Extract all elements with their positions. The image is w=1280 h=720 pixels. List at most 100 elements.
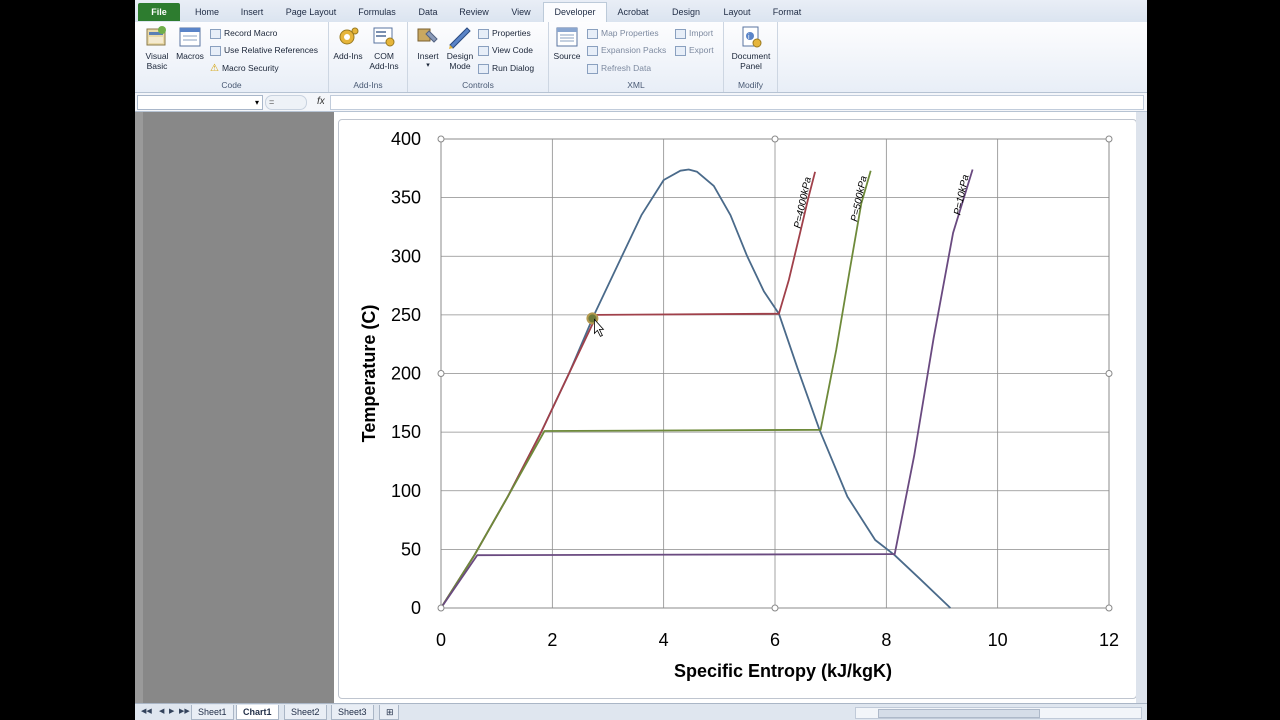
refresh-data-button[interactable]: Refresh Data [587, 61, 651, 75]
sheet-tab-sheet1[interactable]: Sheet1 [191, 705, 234, 720]
add-ins-button[interactable]: Add-Ins [331, 25, 365, 61]
tab-acrobat[interactable]: Acrobat [617, 7, 649, 17]
design-mode-label-2: Mode [449, 61, 471, 71]
sheet-tab-sheet3[interactable]: Sheet3 [331, 705, 374, 720]
group-xml-label: XML [627, 80, 645, 90]
horizontal-scroll-thumb[interactable] [878, 709, 1040, 718]
add-ins-icon [335, 25, 361, 49]
x-axis-label: Specific Entropy (kJ/kgK) [674, 661, 892, 681]
expansion-packs-icon [587, 45, 598, 56]
mouse-cursor-icon [594, 318, 605, 337]
horizontal-scrollbar[interactable] [855, 707, 1142, 719]
export-label: Export [689, 45, 714, 55]
y-tick-label: 150 [391, 422, 421, 442]
import-button[interactable]: Import [675, 26, 713, 40]
y-tick-label: 300 [391, 246, 421, 266]
macro-security-label: Macro Security [221, 63, 279, 73]
import-label: Import [689, 28, 714, 38]
add-ins-label: Add-Ins [333, 51, 363, 61]
group-code: Visual Basic Macros Record Macro Use Rel… [135, 22, 329, 92]
tab-insert[interactable]: Insert [240, 7, 264, 17]
chart-area[interactable]: 0 2 4 6 8 10 12 0 50 100 150 200 250 300 350 400 Specifi… [338, 119, 1137, 699]
prev-sheet-icon[interactable]: ◀ [159, 708, 165, 715]
svg-text:i: i [748, 34, 750, 41]
use-relative-references-button[interactable]: Use Relative References [210, 43, 318, 57]
x-tick-label: 2 [547, 630, 557, 650]
group-add-ins: Add-Ins COM Add-Ins Add-Ins [329, 22, 408, 92]
visual-basic-label-1: Visual [145, 51, 169, 61]
macro-security-button[interactable]: ⚠ Macro Security [210, 61, 279, 75]
group-xml: Source Map Properties Expansion Packs Re… [549, 22, 724, 92]
last-sheet-icon[interactable]: ▶▶ [179, 708, 190, 715]
tab-developer[interactable]: Developer [543, 2, 607, 22]
design-mode-icon [447, 25, 473, 49]
tab-layout[interactable]: Layout [723, 7, 751, 17]
name-box[interactable]: ▾ [137, 95, 263, 110]
design-mode-button[interactable]: Design Mode [443, 25, 477, 71]
map-properties-button[interactable]: Map Properties [587, 26, 659, 40]
group-modify-label: Modify [737, 80, 764, 90]
name-box-dropdown-icon[interactable]: ▾ [254, 98, 259, 107]
tab-data[interactable]: Data [418, 7, 438, 17]
right-background [1147, 0, 1280, 720]
selection-handle [437, 604, 445, 612]
document-panel-icon: i [738, 25, 764, 49]
formula-controls: = fx [265, 95, 327, 110]
properties-button[interactable]: Properties [478, 26, 531, 40]
com-add-ins-label-2: Add-Ins [369, 61, 399, 71]
view-code-icon [478, 45, 489, 56]
com-add-ins-button[interactable]: COM Add-Ins [367, 25, 401, 71]
selection-handle [771, 135, 779, 143]
tab-format[interactable]: Format [772, 7, 802, 17]
first-sheet-icon[interactable]: ◀◀ [141, 708, 152, 715]
vertical-scrollbar[interactable] [1136, 112, 1147, 703]
tab-view[interactable]: View [511, 7, 531, 17]
group-code-label: Code [221, 80, 242, 90]
tab-design[interactable]: Design [671, 7, 700, 17]
formula-input[interactable] [330, 95, 1144, 110]
tab-home[interactable]: Home [194, 7, 219, 17]
export-button[interactable]: Export [675, 43, 714, 57]
insert-sheet-button[interactable]: ⊞ [379, 705, 399, 720]
x-tick-label: 12 [1099, 630, 1119, 650]
group-add-ins-label: Add-Ins [353, 80, 383, 90]
visual-basic-button[interactable]: Visual Basic [140, 25, 174, 71]
insert-sheet-icon: ⊞ [386, 707, 394, 717]
macros-button[interactable]: Macros [173, 25, 207, 61]
tab-review[interactable]: Review [459, 7, 489, 17]
visual-basic-label-2: Basic [146, 61, 168, 71]
excel-window: File Home Insert Page Layout Formulas Da… [135, 0, 1147, 720]
view-code-button[interactable]: View Code [478, 43, 533, 57]
document-panel-button[interactable]: i Document Panel [728, 25, 774, 71]
y-tick-label: 100 [391, 481, 421, 501]
left-background [0, 0, 135, 720]
properties-icon [478, 28, 489, 39]
record-macro-button[interactable]: Record Macro [210, 26, 277, 40]
insert-function-button[interactable]: fx [317, 96, 325, 107]
visual-basic-icon [144, 25, 170, 49]
sheet-tab-chart1[interactable]: Chart1 [236, 705, 279, 720]
sheet-tab-sheet2[interactable]: Sheet2 [284, 705, 327, 720]
insert-control-button[interactable]: Insert ▾ [411, 25, 445, 71]
tab-page-layout[interactable]: Page Layout [285, 7, 337, 17]
source-button[interactable]: Source [550, 25, 584, 61]
expansion-packs-button[interactable]: Expansion Packs [587, 43, 666, 57]
map-properties-label: Map Properties [601, 28, 659, 38]
selection-handle [437, 135, 445, 143]
group-modify: i Document Panel Modify [724, 22, 778, 92]
refresh-data-icon [587, 63, 598, 74]
formula-oval[interactable]: = [265, 95, 307, 110]
export-icon [675, 45, 686, 56]
next-sheet-icon[interactable]: ▶ [169, 708, 175, 715]
series-line [440, 169, 974, 609]
x-tick-label: 0 [436, 630, 446, 650]
group-controls: Insert ▾ Design Mode Properties View Cod… [408, 22, 549, 92]
view-code-label: View Code [492, 45, 533, 55]
selection-handle [1105, 135, 1113, 143]
tab-file[interactable]: File [138, 3, 180, 21]
run-dialog-button[interactable]: Run Dialog [478, 61, 534, 75]
insert-control-label: Insert [417, 51, 439, 61]
insert-controls-icon [415, 25, 441, 49]
tab-formulas[interactable]: Formulas [358, 7, 396, 17]
design-mode-label-1: Design [446, 51, 474, 61]
